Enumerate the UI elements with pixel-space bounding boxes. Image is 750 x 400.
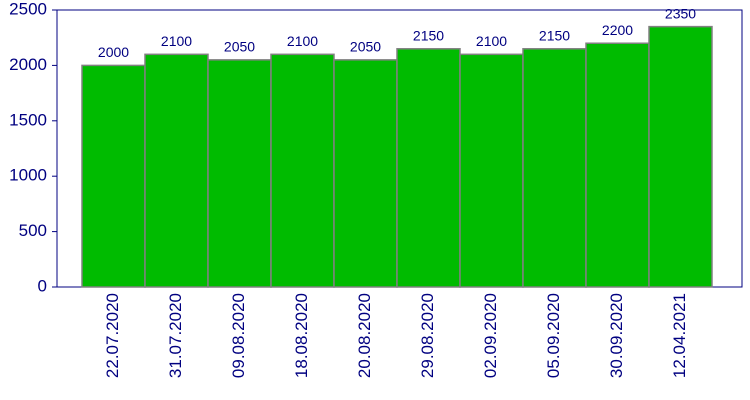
bar	[585, 42, 650, 288]
y-tick-label: 500	[19, 221, 47, 240]
x-tick-label: 05.09.2020	[544, 293, 563, 378]
value-label: 2150	[413, 27, 444, 43]
x-tick-label: 18.08.2020	[292, 293, 311, 378]
value-label: 2200	[602, 22, 633, 38]
bar	[144, 53, 209, 288]
bar	[270, 53, 335, 288]
y-tick-label: 1500	[9, 110, 47, 129]
y-tick-label: 2000	[9, 55, 47, 74]
bar	[459, 53, 524, 288]
x-tick-label: 12.04.2021	[670, 293, 689, 378]
bar	[207, 59, 272, 288]
y-tick-label: 1000	[9, 166, 47, 185]
x-tick-label: 02.09.2020	[481, 293, 500, 378]
y-tick-label: 2500	[9, 0, 47, 18]
bar	[648, 25, 713, 288]
bar	[81, 64, 146, 288]
value-label: 2050	[350, 39, 381, 55]
value-label: 2000	[98, 44, 129, 60]
y-tick-label: 0	[38, 276, 47, 295]
bar	[333, 59, 398, 288]
x-tick-label: 09.08.2020	[229, 293, 248, 378]
x-tick-label: 29.08.2020	[418, 293, 437, 378]
bar	[396, 48, 461, 288]
value-label: 2350	[665, 5, 696, 21]
value-label: 2100	[287, 33, 318, 49]
bar	[522, 48, 587, 288]
value-label: 2100	[476, 33, 507, 49]
value-label: 2150	[539, 27, 570, 43]
value-label: 2100	[161, 33, 192, 49]
value-label: 2050	[224, 39, 255, 55]
x-tick-label: 31.07.2020	[166, 293, 185, 378]
x-tick-label: 20.08.2020	[355, 293, 374, 378]
x-tick-label: 22.07.2020	[103, 293, 122, 378]
x-tick-label: 30.09.2020	[607, 293, 626, 378]
